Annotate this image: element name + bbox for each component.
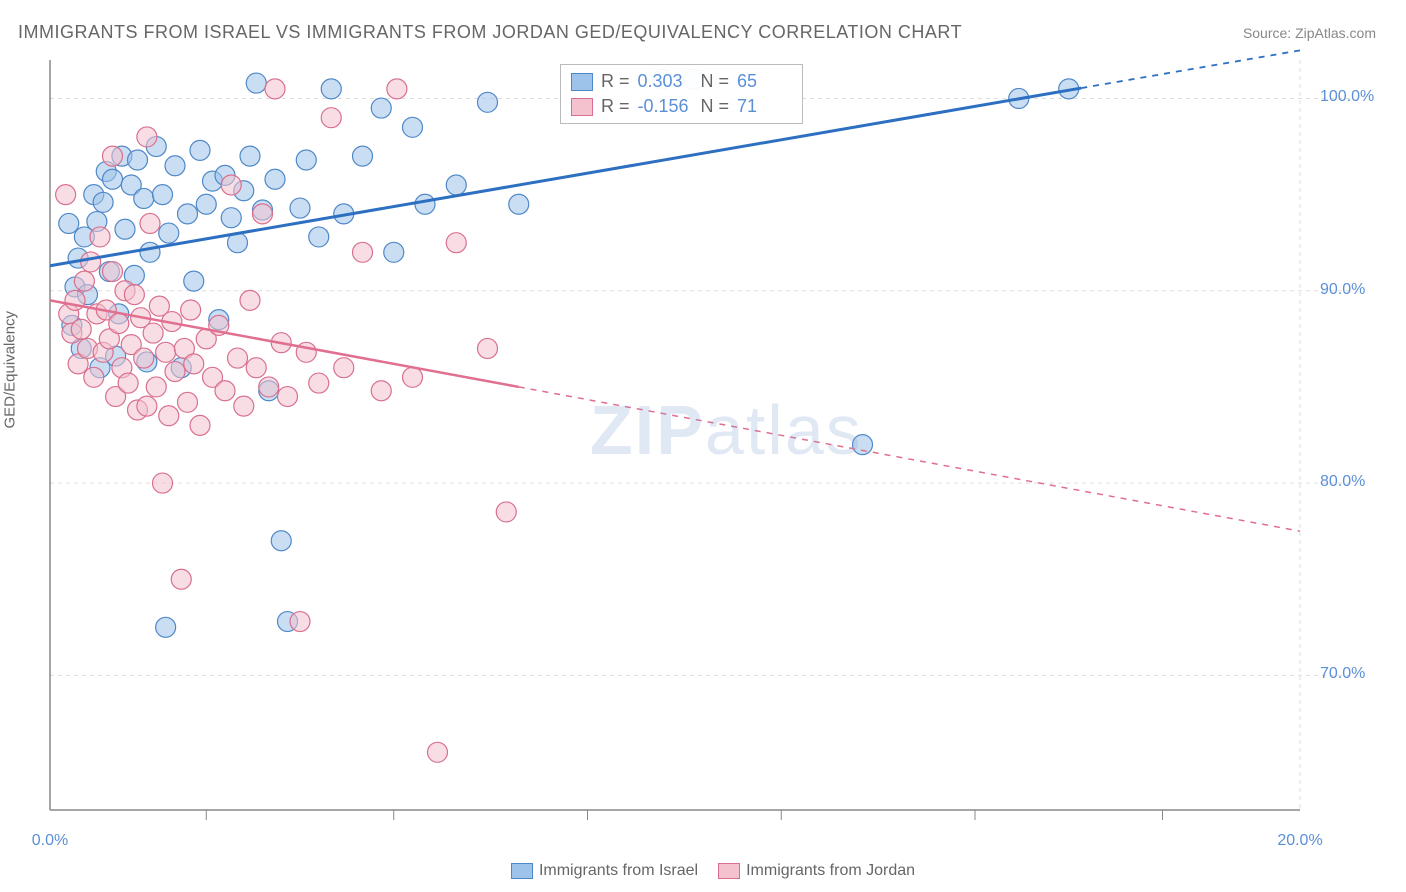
legend-label: Immigrants from Jordan: [746, 862, 915, 879]
scatter-chart: [0, 0, 1406, 892]
x-tick-label: 0.0%: [20, 832, 80, 850]
y-tick-label: 80.0%: [1320, 473, 1390, 491]
bottom-legend: Immigrants from Israel Immigrants from Jo…: [0, 862, 1406, 880]
y-tick-label: 100.0%: [1320, 88, 1390, 106]
x-tick-label: 20.0%: [1270, 832, 1330, 850]
legend-swatch: [511, 863, 533, 879]
y-tick-label: 90.0%: [1320, 281, 1390, 299]
stat-row: R =0.303N =65: [571, 69, 792, 94]
legend-swatch: [718, 863, 740, 879]
stat-row: R =-0.156N =71: [571, 94, 792, 119]
legend-label: Immigrants from Israel: [539, 862, 698, 879]
y-tick-label: 70.0%: [1320, 665, 1390, 683]
correlation-stats-box: R =0.303N =65R =-0.156N =71: [560, 64, 803, 124]
